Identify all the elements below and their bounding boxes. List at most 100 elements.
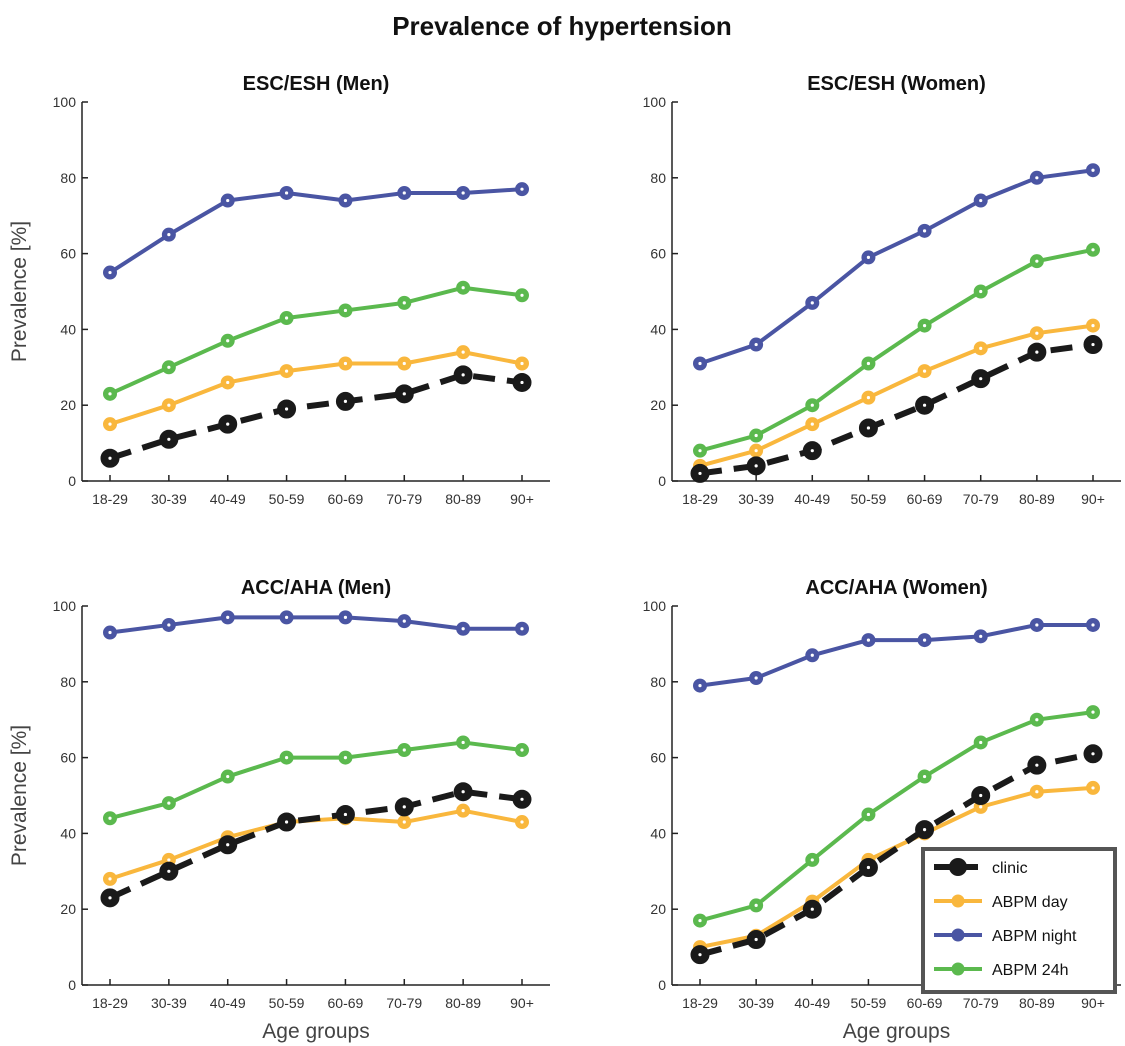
y-tick-label: 40	[60, 825, 76, 841]
series-line	[108, 187, 523, 275]
data-point-center	[1035, 350, 1039, 354]
y-tick-label: 0	[658, 473, 666, 489]
x-tick-label: 90+	[1081, 995, 1105, 1011]
data-point-center	[108, 877, 112, 881]
series-abpm-night	[103, 610, 529, 640]
y-tick-label: 80	[650, 170, 666, 186]
series-abpm-night	[693, 163, 1100, 371]
data-point-center	[402, 619, 406, 623]
x-tick-label: 18-29	[92, 995, 128, 1011]
data-point-center	[343, 615, 348, 619]
y-tick-label: 20	[650, 901, 666, 917]
data-point-center	[167, 233, 171, 237]
data-point-center	[979, 805, 983, 809]
x-tick-label: 70-79	[963, 491, 999, 507]
x-tick-label: 90+	[1081, 491, 1105, 507]
data-point-center	[284, 369, 289, 373]
series-clinic	[100, 365, 532, 468]
data-point-center	[1035, 718, 1039, 722]
data-point-center	[979, 634, 983, 638]
data-point-center	[284, 191, 289, 195]
data-point-center	[343, 308, 348, 313]
panel-4: ACC/AHA (Women) 0 20 40 60 80 100 18-29 30-39 40-…	[643, 577, 1121, 1043]
data-point-center	[226, 843, 230, 847]
data-point-center	[979, 793, 983, 798]
data-point-center	[866, 255, 871, 259]
panel-1: ESC/ESH (Men) 0 20 40 60 80 100 18-29 30-39 40-49…	[8, 73, 550, 507]
data-point-center	[461, 191, 465, 195]
data-point-center	[866, 812, 871, 817]
data-point-center	[922, 324, 927, 328]
x-tick-label: 40-49	[794, 995, 830, 1011]
data-point-center	[810, 653, 814, 657]
x-tick-label: 70-79	[963, 995, 999, 1011]
y-tick-label: 60	[650, 750, 666, 766]
data-point-center	[520, 380, 524, 385]
data-point-center	[226, 774, 230, 779]
data-point-center	[1035, 176, 1039, 180]
data-point-center	[284, 820, 289, 824]
data-point-center	[520, 187, 524, 191]
data-point-center	[461, 790, 465, 794]
data-point-center	[810, 403, 814, 407]
data-point-center	[108, 896, 112, 900]
data-point-center	[1035, 763, 1039, 767]
data-point-center	[108, 392, 112, 396]
data-point-center	[402, 748, 406, 752]
data-point-center	[979, 740, 983, 745]
data-point-center	[167, 623, 171, 627]
data-point-center	[979, 346, 983, 350]
legend-marker	[949, 858, 967, 876]
data-point-center	[922, 229, 927, 233]
panel-title: ACC/AHA (Women)	[805, 577, 987, 599]
data-point-center	[343, 198, 348, 203]
data-point-center	[810, 907, 814, 911]
x-tick-label: 50-59	[269, 491, 305, 507]
y-tick-label: 60	[60, 750, 76, 766]
series-line	[109, 285, 523, 396]
data-point-center	[698, 683, 702, 688]
figure-title: Prevalence of hypertension	[392, 11, 732, 41]
data-point-center	[108, 630, 112, 635]
data-point-center	[866, 396, 871, 400]
x-tick-label: 80-89	[445, 491, 481, 507]
data-point-center	[461, 740, 465, 745]
data-point-center	[754, 676, 758, 680]
series-line	[699, 785, 1094, 950]
data-point-center	[754, 433, 758, 438]
series-line	[108, 788, 523, 901]
data-point-center	[520, 820, 524, 824]
data-point-center	[520, 293, 524, 297]
y-tick-label: 100	[643, 598, 667, 614]
series-clinic	[690, 744, 1103, 965]
y-axis-label: Prevalence [%]	[8, 725, 31, 866]
series-line	[699, 710, 1094, 923]
data-point-center	[922, 774, 927, 779]
data-point-center	[226, 198, 230, 203]
data-point-center	[922, 638, 927, 642]
x-tick-label: 40-49	[210, 491, 246, 507]
series-abpm-24h	[693, 705, 1100, 928]
data-point-center	[343, 361, 348, 366]
x-tick-label: 80-89	[1019, 491, 1055, 507]
series-clinic	[690, 335, 1103, 483]
x-tick-label: 30-39	[151, 995, 187, 1011]
x-tick-label: 40-49	[210, 995, 246, 1011]
series-line	[109, 740, 523, 821]
x-tick-label: 80-89	[1019, 995, 1055, 1011]
series-line	[699, 247, 1094, 453]
series-line	[109, 371, 523, 462]
y-tick-label: 40	[650, 825, 666, 841]
series-line	[109, 350, 523, 427]
data-point-center	[979, 198, 983, 203]
x-tick-label: 60-69	[328, 491, 364, 507]
data-point-center	[167, 365, 171, 369]
data-point-center	[226, 615, 230, 619]
data-point-center	[167, 801, 171, 805]
series-abpm-24h	[103, 280, 529, 401]
data-point-center	[1035, 259, 1039, 263]
series-line	[699, 341, 1094, 477]
x-tick-label: 60-69	[328, 995, 364, 1011]
data-point-center	[1091, 786, 1095, 790]
data-point-center	[167, 437, 171, 441]
